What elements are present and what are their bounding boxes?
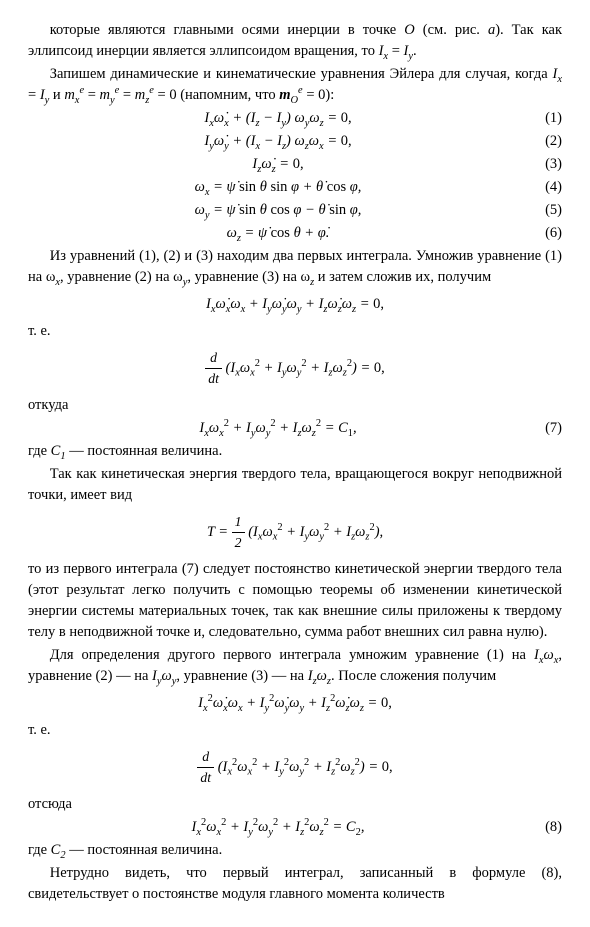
- equation-2: Iyω̇y + (Ix − Iz) ωzωx = 0, (2): [28, 131, 562, 152]
- label-te-2: т. е.: [28, 720, 562, 741]
- paragraph-7: Для определения другого первого интеграл…: [28, 645, 562, 687]
- paragraph-5: Так как кинетическая энергия твердого те…: [28, 464, 562, 506]
- equation-4: ωx = ψ̇ sin θ sin φ + θ̇ cos φ, (4): [28, 177, 562, 198]
- label-otkuda: откуда: [28, 395, 562, 416]
- eqnum-4: (4): [528, 177, 562, 198]
- eqnum-1: (1): [528, 108, 562, 129]
- paragraph-8: где C2 — постоянная величина.: [28, 840, 562, 861]
- equation-3: Izω̇z = 0, (3): [28, 154, 562, 175]
- paragraph-3: Из уравнений (1), (2) и (3) находим два …: [28, 246, 562, 288]
- equation-b: ddt (Ixωx2 + Iyωy2 + Izωz2) = 0,: [28, 348, 562, 389]
- eqnum-2: (2): [528, 131, 562, 152]
- equation-7: Ixωx2 + Iyωy2 + Izωz2 = C1, (7): [28, 418, 562, 439]
- equation-T: T = 12 (Ixωx2 + Iyωy2 + Izωz2),: [28, 512, 562, 553]
- equation-8: Ix2ωx2 + Iy2ωy2 + Iz2ωz2 = C2, (8): [28, 817, 562, 838]
- eqnum-3: (3): [528, 154, 562, 175]
- paragraph-9: Нетрудно видеть, что первый интеграл, за…: [28, 863, 562, 905]
- paragraph-1: которые являются главными осями инерции …: [28, 20, 562, 62]
- eqnum-6: (6): [528, 223, 562, 244]
- equation-1: Ixω̇x + (Iz − Iy) ωyωz = 0, (1): [28, 108, 562, 129]
- eqnum-7: (7): [528, 418, 562, 439]
- equation-c: Ix2ω̇xωx + Iy2ω̇yωy + Iz2ω̇zωz = 0,: [28, 693, 562, 714]
- eqnum-5: (5): [528, 200, 562, 221]
- equation-5: ωy = ψ̇ sin θ cos φ − θ̇ sin φ, (5): [28, 200, 562, 221]
- label-te-1: т. е.: [28, 321, 562, 342]
- equation-d: ddt (Ix2ωx2 + Iy2ωy2 + Iz2ωz2) = 0,: [28, 747, 562, 788]
- eqnum-8: (8): [528, 817, 562, 838]
- paragraph-4: где C1 — постоянная величина.: [28, 441, 562, 462]
- equation-a: Ixω̇xωx + Iyω̇yωy + Izω̇zωz = 0,: [28, 294, 562, 315]
- equation-6: ωz = ψ̇ cos θ + φ̇. (6): [28, 223, 562, 244]
- label-otsuda: отсюда: [28, 794, 562, 815]
- paragraph-2: Запишем динамические и кинематические ур…: [28, 64, 562, 106]
- paragraph-6: то из первого интеграла (7) следует пост…: [28, 559, 562, 643]
